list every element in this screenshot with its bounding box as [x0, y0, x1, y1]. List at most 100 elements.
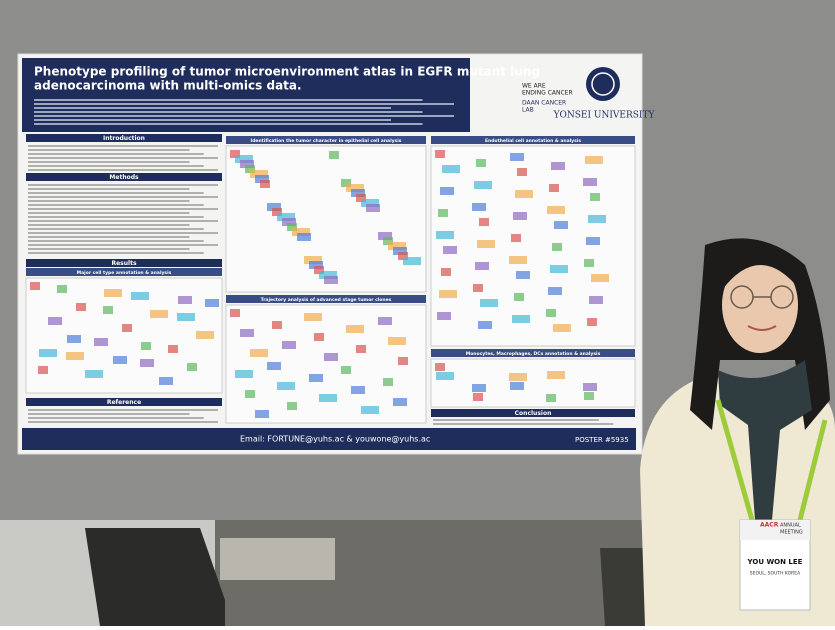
figure-detail: [277, 382, 295, 390]
section-header: [26, 134, 222, 142]
badge-location: SEOUL, SOUTH KOREA: [750, 571, 801, 577]
figure-detail: [546, 394, 556, 402]
figure-detail: [187, 363, 197, 371]
figure-detail: [76, 303, 86, 311]
section-header: [226, 136, 426, 144]
poster-number: POSTER #5935: [575, 436, 629, 444]
section-header: [431, 409, 635, 417]
figure-detail: [546, 309, 556, 317]
figure-detail: [511, 234, 521, 242]
scarf: [718, 360, 812, 520]
figure-detail: [513, 212, 527, 220]
figure: [225, 145, 427, 293]
figure-detail: [587, 318, 597, 326]
section-header: [431, 349, 635, 357]
figure-detail: [57, 285, 67, 293]
figure-detail: [403, 257, 421, 265]
figure-detail: [398, 357, 408, 365]
figure-detail: [240, 160, 254, 168]
figure-detail: [245, 390, 255, 398]
logo-text: LAB: [522, 107, 534, 114]
figure-detail: [346, 325, 364, 333]
figure-detail: [361, 406, 379, 414]
figure-detail: [583, 383, 597, 391]
section-header: [26, 259, 222, 267]
figure-detail: [474, 181, 492, 189]
poster-title: adenocarcinoma with multi-omics data.: [34, 79, 302, 93]
figure-detail: [346, 184, 364, 192]
figure-detail: [292, 228, 310, 236]
figure-detail: [205, 299, 219, 307]
yonsei-emblem: [586, 67, 620, 101]
figure-detail: [351, 189, 365, 197]
section-title: Identification the tumor character in ep…: [251, 138, 402, 144]
email: Email: FORTUNE@yuhs.ac & youwone@yuhs.ac: [240, 435, 430, 444]
glasses: [730, 285, 794, 309]
figure-detail: [48, 317, 62, 325]
figure-detail: [475, 262, 489, 270]
figure-detail: [509, 256, 527, 264]
figure-detail: [230, 150, 240, 158]
section-header: [226, 295, 426, 303]
chair-right: [600, 548, 650, 626]
section-title: Monocytes, Macrophages, DCs annotation &…: [466, 351, 601, 357]
badge-event: MEETING: [780, 530, 803, 536]
badge-event: AACR: [760, 522, 779, 529]
figure: [225, 304, 427, 424]
figure-detail: [85, 370, 103, 378]
figure-detail: [250, 170, 268, 178]
figure-detail: [230, 309, 240, 317]
figure-detail: [351, 386, 365, 394]
section-title: Reference: [107, 399, 141, 406]
figure-detail: [287, 402, 297, 410]
figure-detail: [196, 331, 214, 339]
figure-detail: [388, 242, 406, 250]
figure-detail: [378, 232, 392, 240]
figure-detail: [515, 190, 533, 198]
figure-detail: [436, 372, 454, 380]
figure-detail: [341, 179, 351, 187]
figure-detail: [378, 317, 392, 325]
section-title: Trajectory analysis of advanced stage tu…: [261, 297, 392, 303]
figure-detail: [309, 261, 323, 269]
figure-detail: [436, 231, 454, 239]
figure-detail: [329, 151, 339, 159]
figure-detail: [548, 287, 562, 295]
figure-detail: [442, 165, 460, 173]
badge-name: YOU WON LEE: [747, 558, 803, 566]
figure-detail: [113, 356, 127, 364]
figure-detail: [177, 313, 195, 321]
figure-detail: [552, 243, 562, 251]
logo-text: WE ARE: [522, 83, 546, 90]
figure-detail: [585, 156, 603, 164]
figure-detail: [383, 378, 393, 386]
figure-detail: [589, 296, 603, 304]
figure-detail: [39, 349, 57, 357]
figure-detail: [150, 310, 168, 318]
bangs: [721, 248, 800, 290]
figure-detail: [255, 410, 269, 418]
yonsei-emblem-ring: [591, 72, 615, 96]
figure-detail: [267, 362, 281, 370]
figure-detail: [366, 204, 380, 212]
figure-detail: [240, 329, 254, 337]
figure-detail: [551, 162, 565, 170]
section-title: Introduction: [103, 135, 145, 142]
figure-detail: [510, 153, 524, 161]
figure-detail: [267, 203, 281, 211]
figure-detail: [277, 213, 295, 221]
figure-detail: [104, 289, 122, 297]
figure-detail: [588, 215, 606, 223]
lanyard: [715, 399, 828, 521]
figure-detail: [435, 150, 445, 158]
figure-detail: [304, 256, 322, 264]
figure-detail: [472, 384, 486, 392]
figure-detail: [131, 292, 149, 300]
logo-text: DAAN CANCER: [522, 100, 566, 107]
figure-detail: [510, 382, 524, 390]
figure-detail: [512, 315, 530, 323]
figure-detail: [438, 209, 448, 217]
smile: [747, 325, 777, 331]
